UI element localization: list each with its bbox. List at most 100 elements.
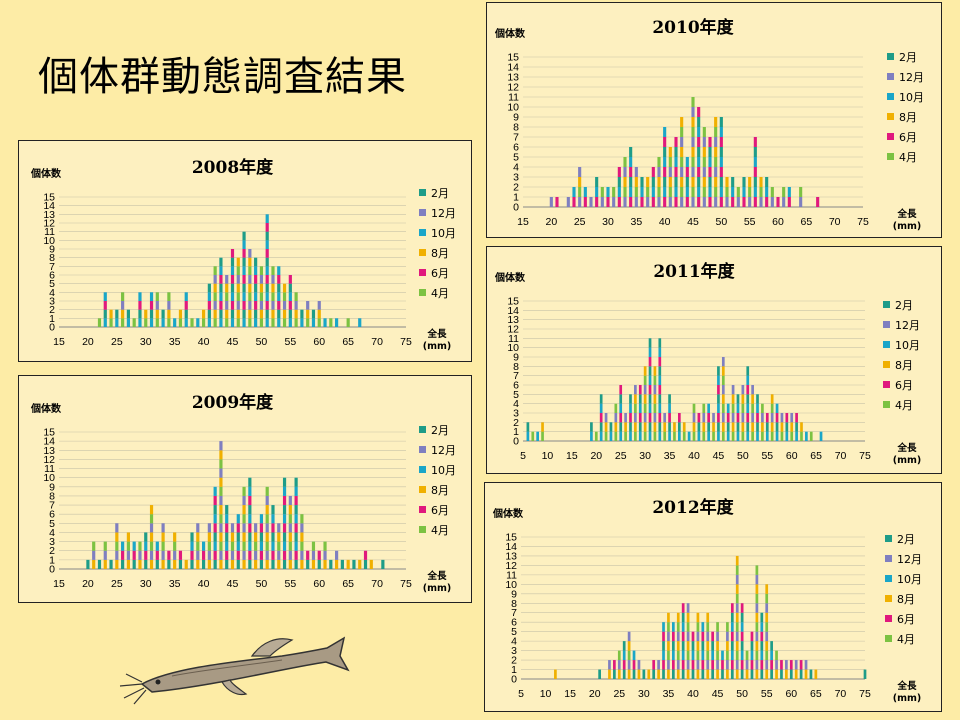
y-tick-label: 1 (49, 313, 55, 325)
bar-segment (770, 394, 774, 404)
bar-segment (819, 431, 823, 441)
bar-segment (653, 394, 657, 404)
bar-segment (219, 477, 223, 487)
bar-segment (300, 532, 304, 542)
bar-segment (696, 612, 700, 623)
bar-segment (790, 431, 794, 441)
bar-segment (730, 641, 734, 651)
bar-segment (282, 505, 287, 515)
bar-segment (271, 283, 275, 293)
legend-swatch (419, 289, 426, 296)
bar-segment (248, 275, 252, 284)
bar-segment (265, 514, 269, 524)
bar-segment (213, 318, 217, 327)
bar-segment (161, 523, 165, 533)
x-tick-label: 65 (810, 688, 822, 700)
bar-segment (668, 413, 671, 423)
bar-segment (740, 612, 744, 623)
bar-segment (653, 422, 657, 432)
bar-segment (92, 541, 96, 551)
y-tick-label: 8 (49, 252, 55, 264)
bar-segment (673, 431, 676, 441)
x-tick-label: 35 (664, 450, 676, 462)
bar-segment (167, 301, 171, 310)
bar-segment (731, 413, 735, 423)
x-axis-label: 全長 (896, 680, 917, 692)
x-tick-label: 20 (545, 216, 557, 228)
bar-segment (708, 157, 712, 167)
bar-segment (612, 197, 616, 207)
bar-segment (648, 422, 652, 432)
bar-segment (765, 622, 769, 632)
bar-segment (121, 309, 125, 319)
y-tick-label: 8 (513, 122, 519, 134)
bar-segment (248, 292, 252, 301)
y-tick-label: 0 (49, 564, 55, 576)
bar-segment (765, 431, 769, 441)
bar-segment (236, 301, 240, 310)
bar-segment (719, 197, 723, 207)
bar-segment (132, 318, 136, 327)
bar-segment (219, 541, 223, 551)
bar-segment (155, 318, 159, 327)
bar-segment (701, 622, 705, 632)
bar-segment (658, 403, 662, 413)
legend-label: 12月 (895, 319, 920, 332)
y-tick-label: 5 (513, 152, 519, 164)
bar-segment (230, 318, 235, 327)
bar-segment (613, 669, 616, 679)
bar-segment (726, 622, 729, 632)
bar-segment (775, 403, 779, 413)
chart-title: 2011年度 (653, 261, 735, 282)
bar-segment (103, 559, 107, 569)
bar-segment (624, 431, 627, 441)
bar-segment (549, 197, 553, 207)
bar-segment (785, 422, 789, 432)
bar-segment (671, 641, 675, 651)
bar-segment (526, 422, 530, 432)
y-tick-label: 9 (511, 588, 517, 600)
bar-segment (658, 422, 662, 432)
bar-segment (294, 541, 298, 551)
bar-segment (787, 187, 791, 197)
bar-segment (271, 309, 275, 319)
legend-label: 12月 (899, 71, 924, 84)
bar-segment (109, 318, 113, 327)
bar-segment (323, 541, 327, 551)
bar-segment (741, 413, 745, 423)
bar-segment (236, 559, 240, 569)
x-tick-label: 10 (540, 688, 552, 700)
bar-segment (697, 137, 701, 147)
x-tick-label: 55 (744, 216, 756, 228)
x-tick-label: 30 (140, 578, 152, 590)
bar-segment (667, 669, 670, 679)
bar-segment (213, 559, 217, 569)
bar-segment (115, 541, 119, 551)
bar-segment (230, 292, 235, 301)
x-axis-unit: (mm) (423, 341, 451, 352)
slide-title: 個体群動態調査結果 (38, 54, 407, 100)
bar-segment (254, 523, 258, 533)
bar-segment (126, 541, 130, 551)
bar-segment (765, 650, 769, 661)
bar-segment (804, 669, 808, 679)
bar-segment (190, 532, 194, 542)
bar-segment (236, 292, 240, 301)
bar-segment (692, 403, 696, 413)
bar-segment (609, 422, 613, 432)
bar-segment (658, 375, 662, 385)
legend-label: 12月 (431, 207, 456, 220)
y-axis-label: 個体数 (30, 167, 62, 180)
y-tick-label: 1 (511, 664, 517, 676)
bar-segment (714, 147, 718, 157)
bar-segment (599, 431, 603, 441)
bar-segment (662, 650, 665, 661)
bar-segment (696, 631, 700, 642)
bar-segment (730, 603, 734, 613)
bar-segment (196, 550, 200, 560)
bar-segment (735, 650, 739, 661)
y-tick-label: 7 (49, 261, 55, 273)
y-tick-label: 5 (49, 518, 55, 530)
bar-segment (809, 669, 813, 679)
bar-segment (648, 394, 652, 404)
